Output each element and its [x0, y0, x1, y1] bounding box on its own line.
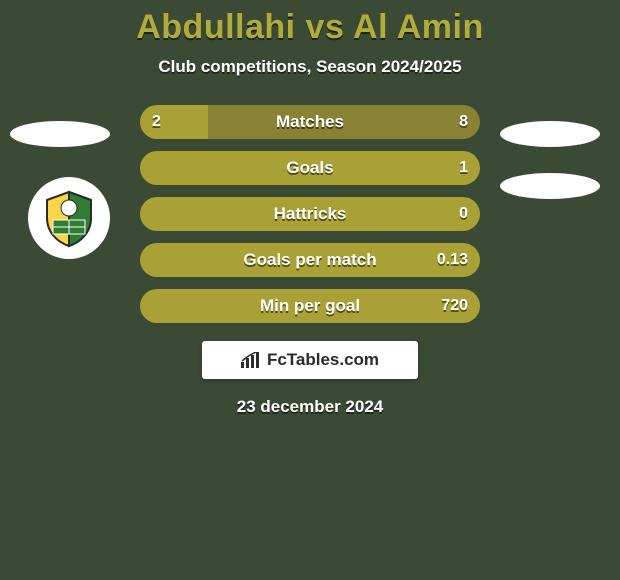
- stat-label: Hattricks: [140, 197, 480, 231]
- stat-row: Goals per match0.13: [140, 243, 480, 277]
- shield-icon: [39, 188, 99, 248]
- stat-value-right: 0.13: [437, 243, 468, 277]
- watermark-text: FcTables.com: [267, 350, 379, 370]
- stat-value-right: 8: [459, 105, 468, 139]
- stat-value-right: 0: [459, 197, 468, 231]
- subtitle: Club competitions, Season 2024/2025: [0, 57, 620, 77]
- stat-label: Matches: [140, 105, 480, 139]
- player-left-marker: [10, 121, 110, 147]
- watermark: FcTables.com: [202, 341, 418, 379]
- bar-chart-icon: [241, 352, 261, 368]
- stat-row: Goals1: [140, 151, 480, 185]
- comparison-infographic: Abdullahi vs Al Amin Club competitions, …: [0, 0, 620, 580]
- date-text: 23 december 2024: [0, 397, 620, 417]
- stats-area: Matches2 8 Goals1 Hattricks0 Goals per match…: [0, 105, 620, 323]
- stat-label: Goals per match: [140, 243, 480, 277]
- stat-row: Matches2 8: [140, 105, 480, 139]
- stat-value-right: 1: [459, 151, 468, 185]
- club-badge-left: [28, 177, 110, 259]
- player-right-marker-1: [500, 121, 600, 147]
- stat-row: Min per goal720: [140, 289, 480, 323]
- stat-row: Hattricks0: [140, 197, 480, 231]
- stat-label: Goals: [140, 151, 480, 185]
- page-title: Abdullahi vs Al Amin: [0, 0, 620, 47]
- stat-value-right: 720: [441, 289, 468, 323]
- stat-value-left: 2: [152, 105, 161, 139]
- player-right-marker-2: [500, 173, 600, 199]
- stat-label: Min per goal: [140, 289, 480, 323]
